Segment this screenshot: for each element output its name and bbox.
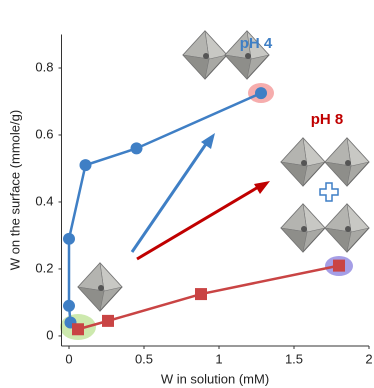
point bbox=[63, 233, 75, 245]
annotation: pH 4 bbox=[240, 35, 273, 52]
point bbox=[63, 300, 75, 312]
point bbox=[80, 159, 92, 171]
point bbox=[131, 142, 143, 154]
x-tick-label: 1.5 bbox=[285, 351, 303, 366]
x-tick-label: 0.5 bbox=[135, 351, 153, 366]
y-tick-label: 0.4 bbox=[35, 193, 53, 208]
y-tick-label: 0.8 bbox=[35, 59, 53, 74]
x-tick-label: 0 bbox=[65, 351, 72, 366]
point bbox=[333, 260, 345, 272]
point bbox=[195, 288, 207, 300]
arrow bbox=[132, 133, 270, 259]
plus-icon bbox=[320, 183, 338, 201]
point bbox=[255, 87, 267, 99]
x-tick-label: 2 bbox=[365, 351, 372, 366]
y-tick-label: 0 bbox=[46, 327, 53, 342]
point bbox=[102, 315, 114, 327]
chart: pH 4 pH 8 W in solution (mM) W on the su… bbox=[0, 0, 374, 388]
point bbox=[72, 323, 84, 335]
series-line bbox=[78, 266, 339, 330]
x-axis-label: W in solution (mM) bbox=[161, 371, 269, 386]
y-tick-label: 0.6 bbox=[35, 126, 53, 141]
y-tick-label: 0.2 bbox=[35, 260, 53, 275]
y-axis-label: W on the surface (mmole/g) bbox=[7, 110, 22, 270]
annotation: pH 8 bbox=[311, 111, 344, 128]
x-tick-label: 1 bbox=[215, 351, 222, 366]
